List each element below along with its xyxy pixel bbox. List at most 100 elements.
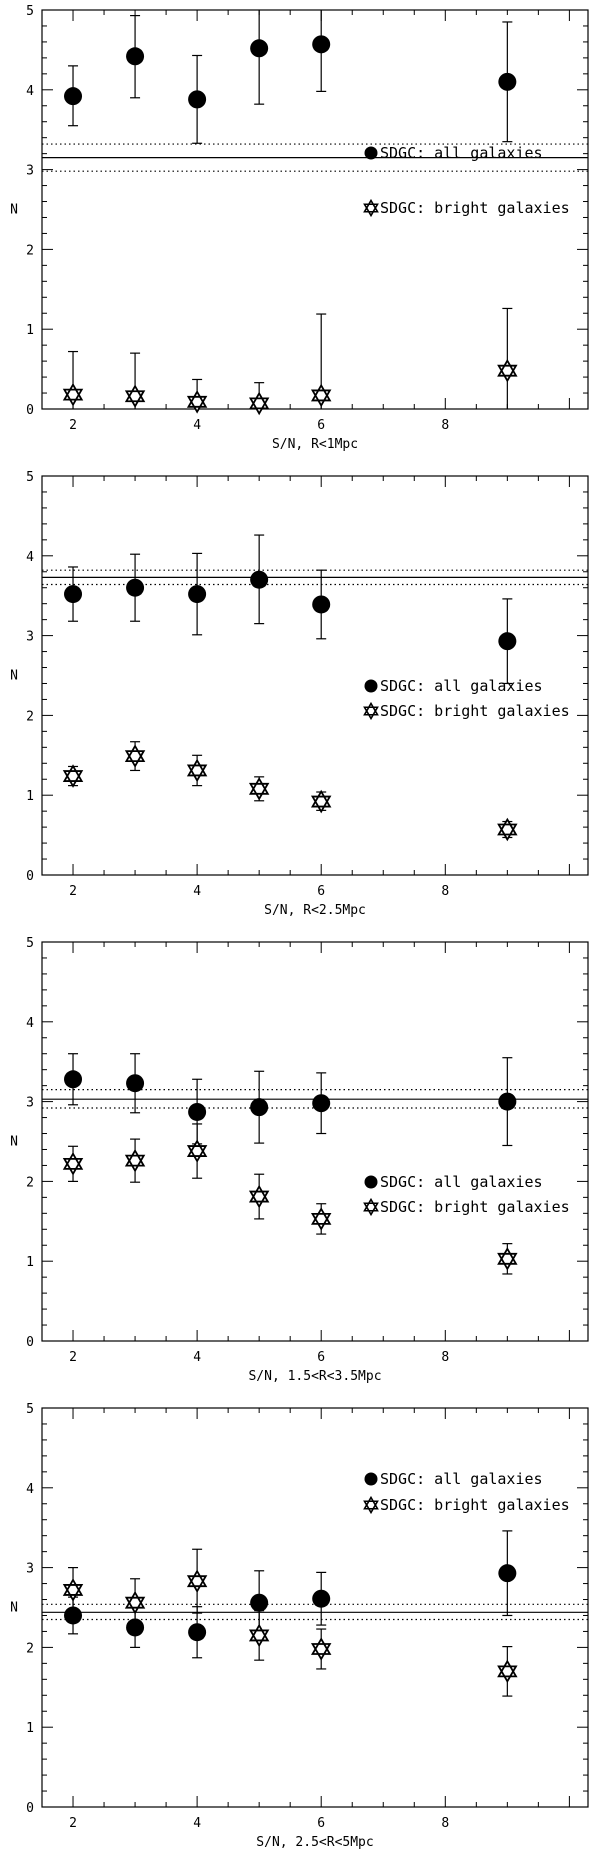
- y-tick-label: 2: [26, 709, 34, 724]
- legend-entry: SDGC: all galaxies: [380, 1173, 543, 1191]
- legend-marker: [364, 1472, 378, 1486]
- x-tick-label: 4: [193, 1816, 201, 1831]
- data-point: [310, 1207, 332, 1231]
- series-2: [62, 307, 518, 416]
- data-point: [312, 595, 331, 614]
- data-point: [126, 47, 145, 66]
- series-1: [64, 534, 517, 685]
- data-point: [62, 1152, 84, 1176]
- data-point: [124, 744, 146, 768]
- legend-entry: SDGC: bright galaxies: [380, 702, 570, 720]
- x-tick-label: 8: [441, 418, 449, 433]
- data-point: [64, 1606, 83, 1625]
- data-point: [497, 1659, 518, 1684]
- x-axis-label: S/N, 2.5<R<5Mpc: [256, 1835, 373, 1850]
- y-axis-label: N: [10, 1601, 18, 1616]
- x-tick-label: 4: [193, 418, 201, 433]
- legend-marker: [363, 198, 379, 218]
- plot-frame: [41, 475, 589, 876]
- data-point: [64, 1070, 83, 1089]
- data-point: [186, 758, 208, 783]
- x-tick-label: 6: [317, 884, 325, 899]
- panel-4: 2 4 6 8 0 1 2 3 4 5 S/N, 2.5<R<5Mpc N SDGC: all gala…: [10, 1402, 589, 1850]
- data-point: [126, 1074, 145, 1093]
- data-point: [248, 1623, 270, 1648]
- y-tick-label: 1: [26, 323, 34, 338]
- y-tick-label: 2: [26, 243, 34, 258]
- data-point: [188, 585, 207, 604]
- y-tick-label: 5: [26, 1402, 34, 1417]
- legend-entry: SDGC: all galaxies: [380, 677, 543, 695]
- series-2: [62, 1123, 518, 1275]
- plot-frame: [41, 1407, 589, 1808]
- y-tick-label: 0: [26, 1801, 34, 1816]
- data-point: [64, 87, 83, 106]
- x-tick-label: 6: [317, 1816, 325, 1831]
- y-tick-label: 0: [26, 1335, 34, 1350]
- y-tick-label: 4: [26, 1482, 34, 1497]
- data-point: [186, 390, 208, 414]
- y-tick-label: 1: [26, 1721, 34, 1736]
- legend-entry: SDGC: all galaxies: [380, 144, 543, 162]
- data-point: [124, 1148, 146, 1173]
- x-tick-label: 2: [69, 884, 77, 899]
- y-axis-label: N: [10, 1135, 18, 1150]
- y-tick-label: 5: [26, 4, 34, 19]
- data-point: [497, 1247, 518, 1271]
- x-tick-label: 4: [193, 884, 201, 899]
- data-point: [186, 1569, 208, 1593]
- plot-frame: [41, 9, 589, 410]
- data-point: [126, 1618, 145, 1637]
- panel-3: 2 4 6 8 0 1 2 3 4 5 S/N, 1.5<R<3.5Mpc N SDGC: all ga…: [10, 936, 589, 1384]
- data-point: [188, 1623, 207, 1642]
- legend-marker: [363, 1197, 379, 1217]
- series-1: [64, 10, 517, 144]
- data-point: [124, 384, 146, 409]
- y-tick-label: 2: [26, 1641, 34, 1656]
- data-point: [250, 1098, 269, 1117]
- data-point: [248, 777, 270, 801]
- legend: SDGC: all galaxies SDGC: bright galaxies: [363, 1173, 570, 1217]
- data-point: [312, 1589, 331, 1608]
- y-tick-label: 5: [26, 470, 34, 485]
- y-tick-label: 3: [26, 164, 34, 179]
- y-tick-label: 1: [26, 789, 34, 804]
- data-point: [497, 817, 518, 842]
- data-point: [248, 391, 270, 416]
- y-tick-label: 0: [26, 869, 34, 884]
- data-point: [498, 1092, 517, 1111]
- data-point: [498, 632, 517, 651]
- series-1: [64, 1530, 517, 1659]
- x-tick-label: 4: [193, 1350, 201, 1365]
- y-tick-label: 0: [26, 403, 34, 418]
- data-point: [64, 585, 83, 604]
- x-tick-label: 2: [69, 1350, 77, 1365]
- data-point: [312, 35, 331, 54]
- x-axis-label: S/N, 1.5<R<3.5Mpc: [248, 1369, 381, 1384]
- y-tick-label: 2: [26, 1175, 34, 1190]
- x-tick-label: 2: [69, 418, 77, 433]
- y-tick-label: 4: [26, 84, 34, 99]
- plot-frame: [41, 941, 589, 1342]
- data-point: [498, 72, 517, 91]
- series-2: [62, 1548, 518, 1697]
- data-point: [62, 382, 84, 407]
- legend: SDGC: all galaxies SDGC: bright galaxies: [363, 677, 570, 721]
- y-tick-label: 4: [26, 1016, 34, 1031]
- x-tick-label: 8: [441, 1350, 449, 1365]
- data-point: [126, 578, 145, 597]
- x-tick-label: 6: [317, 1350, 325, 1365]
- legend: SDGC: all galaxies SDGC: bright galaxies: [363, 1470, 570, 1515]
- legend-marker: [364, 146, 378, 160]
- data-point: [497, 358, 518, 383]
- y-axis-label: N: [10, 203, 18, 218]
- data-point: [310, 383, 332, 408]
- x-axis-label: S/N, R<1Mpc: [272, 437, 358, 452]
- y-axis-label: N: [10, 669, 18, 684]
- legend-entry: SDGC: bright galaxies: [380, 1496, 570, 1514]
- panel-1: 2 4 6 8 0 1 2 3 4 5 S/N, R<1Mpc N SDGC: all galaxies…: [10, 4, 589, 452]
- x-tick-label: 2: [69, 1816, 77, 1831]
- series-1: [64, 1053, 517, 1147]
- legend-marker: [363, 701, 379, 721]
